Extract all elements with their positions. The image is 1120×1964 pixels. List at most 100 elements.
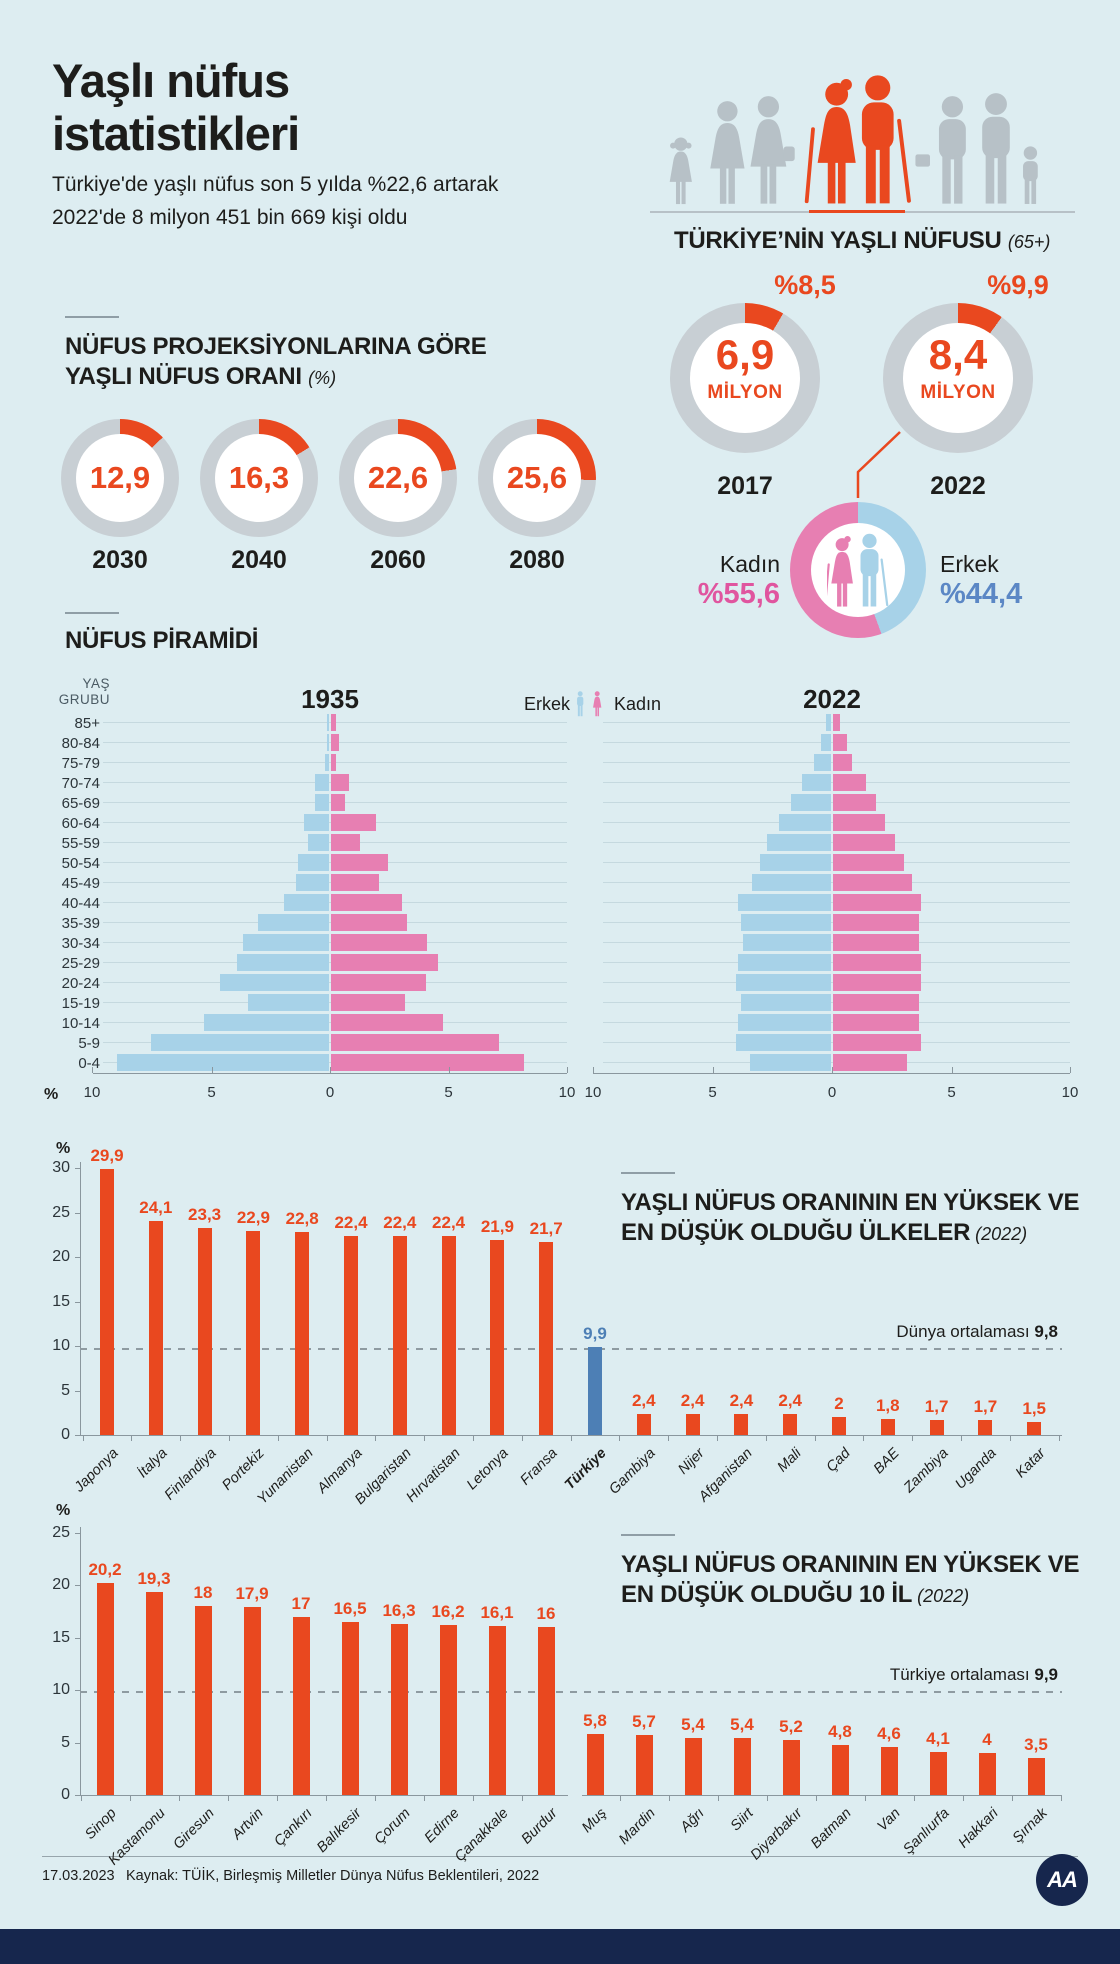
pyramid-bar-female <box>331 874 379 891</box>
pyramid-axis <box>593 1073 1070 1074</box>
ulkeler-bar-value: 22,4 <box>432 1212 466 1232</box>
pyramid-bar-male <box>750 1054 831 1071</box>
pyramid-bar-male <box>752 874 831 891</box>
iller-bar <box>390 1623 408 1795</box>
iller-bar <box>243 1607 261 1795</box>
pyramid-age-label: 10-14 <box>61 1014 100 1032</box>
pyramid-age-label: 15-19 <box>61 994 100 1012</box>
iller-yticklabel: 0 <box>61 1786 70 1803</box>
gender-donut-couple <box>827 533 889 607</box>
countries-heading-line2-bold: ÜLKELER <box>858 1219 971 1246</box>
iller-basetick <box>374 1795 376 1801</box>
ulkeler-basetick <box>814 1435 816 1441</box>
provinces-heading-line2-prefix: EN DÜŞÜK OLDUĞU <box>621 1581 859 1608</box>
people-pictogram-row <box>669 75 1038 205</box>
gender-connector-line <box>856 431 901 498</box>
ulkeler-bar <box>880 1418 895 1435</box>
ulkeler-bar <box>246 1231 261 1435</box>
iller-ytick <box>75 1690 80 1691</box>
iller-bar-value: 4,1 <box>926 1728 950 1748</box>
pyramid-age-label: 60-64 <box>61 814 100 832</box>
ulkeler-average-line <box>80 1347 1062 1350</box>
ulkeler-bar-value: 1,7 <box>973 1396 998 1416</box>
ulkeler-basetick <box>619 1435 621 1441</box>
ulkeler-bar <box>588 1346 602 1435</box>
projections-heading-line2-text: YAŞLI NÜFUS ORANI <box>65 363 302 390</box>
kadin-label: Kadın <box>719 551 780 577</box>
iller-basetick <box>178 1795 180 1801</box>
iller-bar-value: 17 <box>291 1593 311 1613</box>
countries-heading-line2-note: (2022) <box>970 1224 1028 1244</box>
pyramid-age-label: 70-74 <box>61 774 100 792</box>
ulkeler-bar <box>295 1232 310 1435</box>
gender-kadin-block: Kadın %55,6 <box>636 551 780 611</box>
countries-heading-line2-prefix: EN DÜŞÜK OLDUĞU <box>621 1219 859 1246</box>
pyramid-bar-male <box>814 754 831 771</box>
pyramid-bar-female <box>331 834 360 851</box>
pyramid-bar-male <box>738 894 831 911</box>
provinces-heading-line2-bold: 10 İL <box>858 1581 913 1608</box>
pyramid-age-label: 45-49 <box>61 874 100 892</box>
ulkeler-ytick <box>75 1435 80 1436</box>
pyramid-bar-male <box>304 814 329 831</box>
turkey-elderly-heading-text: TÜRKİYE’NİN YAŞLI NÜFUSU <box>674 227 1002 254</box>
pyramid-pct-symbol: % <box>44 1086 59 1103</box>
iller-ytick <box>75 1585 80 1586</box>
iller-bar-value: 5,8 <box>583 1711 607 1731</box>
proj-donut-2060-hole <box>354 434 442 522</box>
ulkeler-yticklabel: 25 <box>52 1203 70 1221</box>
pyramid-heading: NÜFUS PİRAMİDİ <box>65 627 259 654</box>
ulkeler-ytick <box>75 1346 80 1347</box>
countries-heading-line1: YAŞLI NÜFUS ORANININ EN YÜKSEK VE <box>621 1189 1080 1216</box>
pyramid-bar-male <box>314 794 329 811</box>
ulkeler-bar-value: 24,1 <box>139 1197 173 1217</box>
iller-bar-value: 5,2 <box>779 1717 803 1737</box>
elderly-woman-icon <box>804 79 856 204</box>
pyramid-bar-female <box>331 794 346 811</box>
ulkeler-basetick <box>180 1435 182 1441</box>
elderly-woman-icon <box>827 536 853 607</box>
gender-erkek-block: Erkek %44,4 <box>940 551 1084 611</box>
pyramid-axis-tick <box>832 1067 833 1073</box>
woman-icon <box>593 691 602 717</box>
iller-bar-value: 18 <box>193 1583 213 1602</box>
pyramid-axis-ticklabel: 0 <box>827 1084 837 1101</box>
iller-basetick <box>962 1795 964 1801</box>
man-icon <box>982 93 1010 204</box>
donut-2017-hole <box>690 323 800 433</box>
proj-donut-2030-hole <box>76 434 164 522</box>
pyramid-age-label: 85+ <box>74 714 100 732</box>
pyramid-bar-female <box>833 914 919 931</box>
gender-donut-hole <box>811 523 905 617</box>
ulkeler-ytick <box>75 1301 80 1303</box>
pyramid-divider <box>65 612 119 614</box>
pyramid-legend-erkek: Erkek <box>524 693 571 714</box>
pyramid-bar-female <box>833 894 922 911</box>
pyramid-bar-male <box>742 934 831 951</box>
elderly-man-icon <box>860 533 889 607</box>
pyramid-axis-tick <box>951 1067 953 1073</box>
provinces-average-value: 9,9 <box>1034 1665 1058 1684</box>
bottom-navy-bar <box>0 1929 1120 1964</box>
donut-2022-pct: %9,9 <box>987 270 1049 300</box>
pyramid-axis-tick <box>330 1067 331 1073</box>
countries-heading-line2: EN DÜŞÜK OLDUĞU ÜLKELER (2022) <box>621 1218 1079 1249</box>
pyramid-bar-male <box>248 994 329 1011</box>
iller-basetick <box>325 1795 327 1801</box>
iller-basetick <box>227 1795 229 1801</box>
ulkeler-bar <box>978 1419 993 1435</box>
pyramid-axis-ticklabel: 5 <box>947 1084 956 1101</box>
provinces-pct-symbol: % <box>56 1502 71 1519</box>
page-subtitle-line1: Türkiye'de yaşlı nüfus son 5 yılda %22,6… <box>52 173 499 196</box>
iller-basetick <box>472 1795 474 1801</box>
ulkeler-bar <box>539 1241 554 1435</box>
ulkeler-bar-value: 22,8 <box>285 1209 319 1229</box>
iller-basetick <box>276 1795 278 1801</box>
projections-heading: NÜFUS PROJEKSİYONLARINA GÖRE YAŞLI NÜFUS… <box>65 332 487 393</box>
iller-bar <box>1027 1758 1045 1795</box>
pyramid-bar-male <box>325 754 329 771</box>
ulkeler-bar <box>344 1235 358 1435</box>
pyramid-axis-ticklabel: 10 <box>83 1084 101 1101</box>
projections-heading-line2: YAŞLI NÜFUS ORANI (%) <box>65 362 486 393</box>
pyramid-bar-male <box>295 874 329 891</box>
